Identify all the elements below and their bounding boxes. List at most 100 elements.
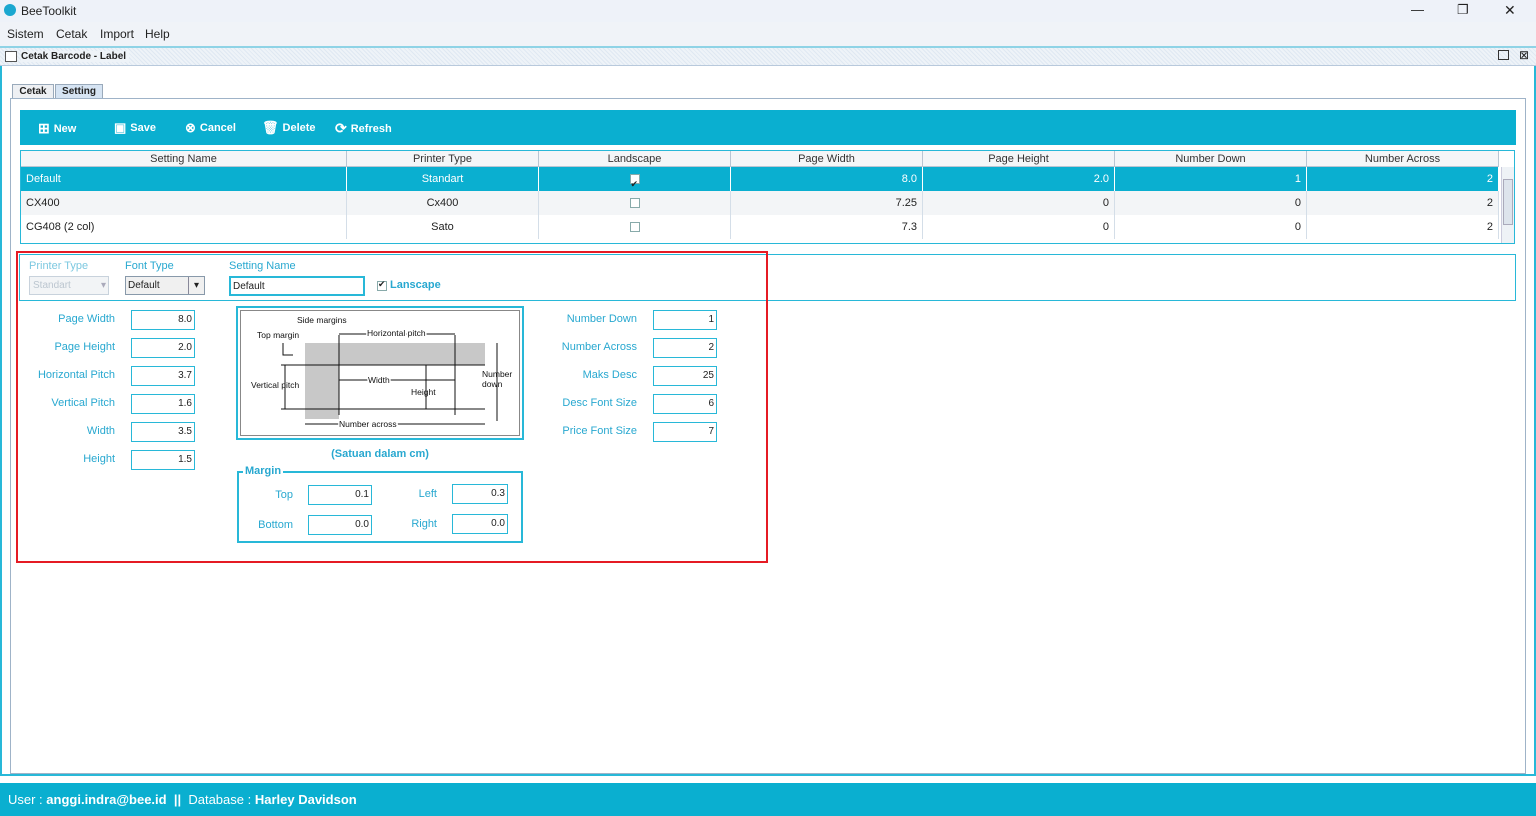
delete-button[interactable]: 🗑 Delete <box>262 120 316 135</box>
app-title: BeeToolkit <box>21 4 77 18</box>
font-type-select[interactable]: Default ▾ <box>125 276 205 295</box>
table-scrollbar[interactable] <box>1501 167 1514 243</box>
width-input[interactable]: 3.5 <box>131 422 195 442</box>
vertical-pitch-input[interactable]: 1.6 <box>131 394 195 414</box>
new-icon: ⊞ <box>38 120 50 136</box>
row-printer-type: Standart <box>347 167 539 191</box>
cancel-button[interactable]: ⊗ Cancel <box>185 120 236 135</box>
diagram-width: Width <box>368 375 390 385</box>
number-down-label: Number Down <box>566 313 637 325</box>
row-page-width: 8.0 <box>731 167 923 191</box>
row-setting-name: Default <box>21 167 347 191</box>
col-setting-name[interactable]: Setting Name <box>21 151 347 167</box>
cancel-icon: ⊗ <box>185 120 196 135</box>
maximize-frame-button[interactable] <box>1498 50 1509 60</box>
close-button[interactable]: ✕ <box>1504 2 1516 18</box>
title-bar: BeeToolkit — ❐ ✕ <box>0 0 1536 22</box>
margin-bottom-label: Bottom <box>258 519 293 531</box>
save-button[interactable]: ▣ Save <box>114 120 156 135</box>
restore-button[interactable]: ❐ <box>1457 2 1469 17</box>
width-label: Width <box>86 425 115 437</box>
col-printer-type[interactable]: Printer Type <box>347 151 539 167</box>
col-landscape[interactable]: Landscape <box>539 151 731 167</box>
landscape-checkbox[interactable] <box>377 279 387 292</box>
menu-sistem[interactable]: Sistem <box>7 27 44 41</box>
number-across-input[interactable]: 2 <box>653 338 717 358</box>
row-landscape[interactable] <box>539 167 731 196</box>
maks-desc-input[interactable]: 25 <box>653 366 717 386</box>
trash-icon: 🗑 <box>262 120 279 135</box>
settings-table: Setting Name Printer Type Landscape Page… <box>20 150 1515 244</box>
menu-bar: Sistem Cetak Import Help <box>0 22 1536 46</box>
row-setting-name: CG408 (2 col) <box>21 215 347 239</box>
new-button[interactable]: ⊞ New <box>38 120 77 136</box>
number-down-input[interactable]: 1 <box>653 310 717 330</box>
price-font-size-label: Price Font Size <box>562 425 637 437</box>
page-height-input[interactable]: 2.0 <box>131 338 195 358</box>
tab-panel <box>10 98 1526 774</box>
margin-bottom-input[interactable]: 0.0 <box>308 515 372 535</box>
database-value: Harley Davidson <box>254 792 357 807</box>
printer-type-label: Printer Type <box>29 260 89 272</box>
page-width-label: Page Width <box>58 313 115 325</box>
toolbar: ⊞ New ▣ Save ⊗ Cancel 🗑 Delete ⟳ Refresh <box>20 110 1516 145</box>
refresh-button[interactable]: ⟳ Refresh <box>335 120 392 136</box>
row-page-height: 0 <box>923 191 1115 215</box>
app-logo-icon <box>4 4 16 16</box>
horizontal-pitch-label: Horizontal Pitch <box>37 369 115 381</box>
status-separator: || <box>166 792 189 807</box>
maks-desc-label: Maks Desc <box>582 369 637 381</box>
minimize-button[interactable]: — <box>1411 2 1424 17</box>
row-landscape[interactable] <box>539 215 731 239</box>
printer-type-select[interactable]: Standart ▾ <box>29 276 109 295</box>
font-type-label: Font Type <box>125 260 174 272</box>
table-row[interactable]: CG408 (2 col) Sato 7.3 0 0 2 <box>21 215 1499 239</box>
margin-top-label: Top <box>275 489 293 501</box>
tab-setting[interactable]: Setting <box>55 84 103 99</box>
diagram-side-margins: Side margins <box>297 315 347 325</box>
page-width-input[interactable]: 8.0 <box>131 310 195 330</box>
diagram-height: Height <box>411 387 436 397</box>
tab-cetak[interactable]: Cetak <box>12 84 54 99</box>
database-label: Database : <box>188 792 255 807</box>
height-input[interactable]: 1.5 <box>131 450 195 470</box>
row-printer-type: Sato <box>347 215 539 239</box>
landscape-label: Lanscape <box>390 279 441 291</box>
status-bar: User : anggi.indra@bee.id || Database : … <box>0 783 1536 816</box>
setting-name-input[interactable]: Default <box>229 276 365 296</box>
menu-cetak[interactable]: Cetak <box>56 27 88 41</box>
col-number-down[interactable]: Number Down <box>1115 151 1307 167</box>
row-number-down: 0 <box>1115 215 1307 239</box>
scrollbar-thumb[interactable] <box>1503 179 1513 225</box>
user-value: anggi.indra@bee.id <box>46 792 167 807</box>
vertical-pitch-label: Vertical Pitch <box>51 397 115 409</box>
margin-title: Margin <box>243 465 284 477</box>
label-layout-diagram: Side margins Top margin Horizontal pitch… <box>236 306 524 440</box>
highlight-box <box>16 251 768 563</box>
desc-font-size-label: Desc Font Size <box>562 397 637 409</box>
margin-top-input[interactable]: 0.1 <box>308 485 372 505</box>
chevron-down-icon: ▾ <box>188 277 204 294</box>
col-number-across[interactable]: Number Across <box>1307 151 1499 167</box>
save-icon: ▣ <box>114 120 127 135</box>
menu-import[interactable]: Import <box>100 27 135 41</box>
row-page-height: 0 <box>923 215 1115 239</box>
price-font-size-input[interactable]: 7 <box>653 422 717 442</box>
frame-title: Cetak Barcode - Label <box>21 51 130 62</box>
row-landscape[interactable] <box>539 191 731 215</box>
diagram-top-margin: Top margin <box>257 330 299 340</box>
table-row[interactable]: CX400 Cx400 7.25 0 0 2 <box>21 191 1499 215</box>
close-frame-button[interactable]: ⊠ <box>1519 48 1530 62</box>
col-page-width[interactable]: Page Width <box>731 151 923 167</box>
menu-help[interactable]: Help <box>145 27 170 41</box>
col-page-height[interactable]: Page Height <box>923 151 1115 167</box>
margin-right-input[interactable]: 0.0 <box>452 514 508 534</box>
diagram-number-across: Number across <box>339 419 397 429</box>
margin-left-input[interactable]: 0.3 <box>452 484 508 504</box>
units-note: (Satuan dalam cm) <box>331 448 429 460</box>
desc-font-size-input[interactable]: 6 <box>653 394 717 414</box>
horizontal-pitch-input[interactable]: 3.7 <box>131 366 195 386</box>
row-setting-name: CX400 <box>21 191 347 215</box>
row-printer-type: Cx400 <box>347 191 539 215</box>
